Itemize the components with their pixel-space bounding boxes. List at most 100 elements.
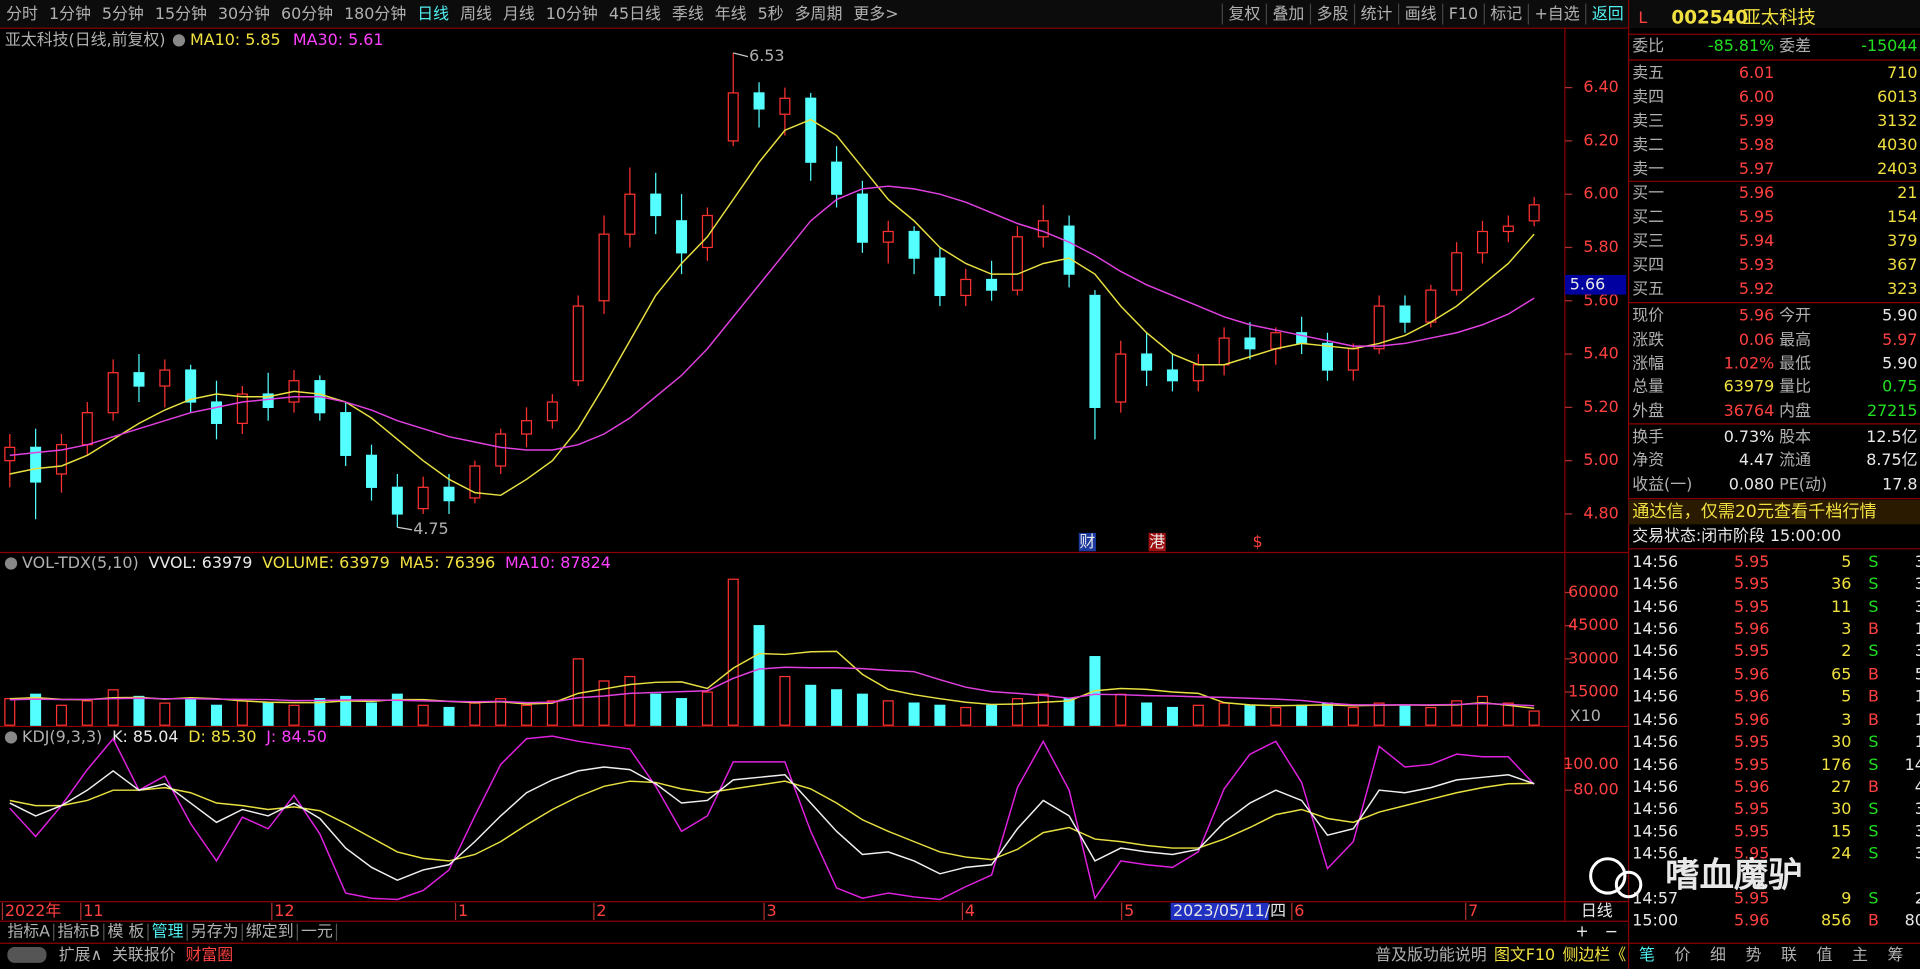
candle-body <box>81 412 93 446</box>
period-tab[interactable]: 15分钟 <box>155 4 207 23</box>
trade-cell: B <box>1868 687 1879 706</box>
indicator-tab[interactable]: 指标B <box>57 922 100 941</box>
period-tab[interactable]: 周线 <box>460 4 492 23</box>
tool-button[interactable]: 返回 <box>1592 4 1624 23</box>
toggle[interactable] <box>7 946 47 963</box>
period-tab[interactable]: 10分钟 <box>546 4 598 23</box>
candle-body <box>417 486 429 510</box>
volume-bar <box>1115 693 1127 726</box>
y-tick-label: 4.80 <box>1583 503 1618 522</box>
candle-body <box>391 486 403 515</box>
period-tab[interactable]: 5秒 <box>758 4 784 23</box>
trade-cell: 65 <box>1831 664 1851 683</box>
side-tab[interactable]: 价 <box>1674 945 1690 964</box>
side-tab[interactable]: 筹 <box>1888 945 1904 964</box>
side-tab[interactable]: 值 <box>1817 945 1833 964</box>
tool-button[interactable]: 复权 <box>1228 4 1260 23</box>
period-tab[interactable]: 日线 <box>417 4 449 23</box>
indicator-tab[interactable]: 管理 <box>152 922 184 941</box>
indicator-tab[interactable]: 模 板 <box>107 922 144 941</box>
candle-body <box>650 193 662 217</box>
tool-button[interactable]: 叠加 <box>1273 4 1305 23</box>
indicator-tab[interactable]: 另存为 <box>191 922 239 941</box>
trade-cell: 5.95 <box>1734 799 1769 818</box>
side-tab[interactable]: 细 <box>1710 945 1726 964</box>
tool-button[interactable]: 统计 <box>1361 4 1393 23</box>
side-tab[interactable]: 联 <box>1781 945 1797 964</box>
stat-label: 现价 <box>1632 306 1664 325</box>
period-tab[interactable]: 45日线 <box>609 4 661 23</box>
volume-bar <box>546 700 558 726</box>
period-tab[interactable]: 月线 <box>503 4 535 23</box>
bottom-link[interactable]: 普及版功能说明 <box>1375 945 1486 964</box>
period-tab[interactable]: 季线 <box>672 4 704 23</box>
candle-body <box>365 454 378 488</box>
candle-body <box>30 446 42 483</box>
label: 委比 <box>1632 36 1664 55</box>
side-tab[interactable]: 主 <box>1852 945 1868 964</box>
period-tab[interactable]: 30分钟 <box>218 4 270 23</box>
period-tab[interactable]: 更多> <box>853 4 898 23</box>
watermark-icon <box>1614 870 1643 899</box>
bottom-link[interactable]: 图文F10 <box>1494 945 1555 964</box>
legend-entry: J: 84.50 <box>265 727 327 746</box>
candle-body <box>882 230 894 243</box>
side-tab[interactable]: 势 <box>1746 945 1762 964</box>
trade-cell: 5 <box>1841 687 1851 706</box>
candle-body <box>1502 225 1514 233</box>
trade-cell: 2 <box>1841 641 1851 660</box>
stat-label: 最高 <box>1779 330 1811 349</box>
tool-button[interactable]: 画线 <box>1405 4 1437 23</box>
candle-body <box>1425 289 1437 323</box>
period-tab[interactable]: 1分钟 <box>49 4 91 23</box>
trade-cell: B <box>1868 911 1879 930</box>
period-tab[interactable]: 180分钟 <box>344 4 406 23</box>
bottom-tab[interactable]: 关联报价 <box>112 945 176 964</box>
trade-cell: 14:56 <box>1632 641 1678 660</box>
tool-button[interactable]: +自选 <box>1534 4 1579 23</box>
trade-cell: 14:56 <box>1632 687 1678 706</box>
trade-cell: 3 <box>1915 821 1920 840</box>
trade-cell: 24 <box>1831 843 1851 862</box>
zoom-out[interactable]: − <box>1605 922 1618 941</box>
period-tab[interactable]: 分时 <box>6 4 38 23</box>
toolbar-bg <box>0 0 1920 29</box>
y-tick-label: 5.00 <box>1583 450 1618 469</box>
trade-cell: 36 <box>1831 574 1851 593</box>
period-tab[interactable]: 多周期 <box>795 4 843 23</box>
j-line <box>9 735 1535 901</box>
banner[interactable]: 通达信，仅需20元查看千档行情 <box>1632 502 1876 522</box>
period-tab[interactable]: 60分钟 <box>281 4 333 23</box>
period-tab[interactable]: 年线 <box>715 4 747 23</box>
volume-bar <box>1476 695 1488 726</box>
stat-value: 5.90 <box>1882 353 1917 372</box>
trade-cell: 4 <box>1915 777 1920 796</box>
indicator-tab[interactable]: 一元 <box>301 922 333 941</box>
trade-cell: 15 <box>1831 821 1851 840</box>
bottom-tab[interactable]: 扩展∧ <box>59 945 102 964</box>
indicator-tab[interactable]: 指标A <box>7 922 50 941</box>
stat-value: 1.02% <box>1724 353 1775 372</box>
candle-body <box>1373 305 1385 350</box>
bottom-tab[interactable]: 财富圈 <box>185 945 233 964</box>
volume-bar <box>314 698 326 726</box>
trade-cell: 2 <box>1915 889 1920 908</box>
indicator-tab[interactable]: 绑定到 <box>246 922 294 941</box>
period-tab[interactable]: 5分钟 <box>102 4 144 23</box>
stat-value: 0.73% <box>1724 427 1775 446</box>
tool-button[interactable]: 多股 <box>1317 4 1349 23</box>
volume-bar <box>443 706 455 726</box>
volume-bar <box>1425 706 1437 726</box>
tool-button[interactable]: 标记 <box>1490 4 1522 23</box>
zoom-in[interactable]: + <box>1575 922 1588 941</box>
y-tick-label: 5.40 <box>1583 344 1618 363</box>
trade-cell: 5.95 <box>1734 574 1769 593</box>
trade-cell: 1 <box>1915 687 1920 706</box>
stock-name: 亚太科技 <box>1742 7 1815 28</box>
tool-button[interactable]: F10 <box>1449 4 1478 23</box>
stat-value: 5.96 <box>1739 306 1774 325</box>
legend-entry: VOLUME: 63979 <box>262 553 390 572</box>
bottom-link[interactable]: 侧边栏《 <box>1562 945 1626 964</box>
cursor-date: 2023/05/11/四 <box>1173 901 1286 920</box>
side-tab[interactable]: 笔 <box>1639 945 1655 964</box>
